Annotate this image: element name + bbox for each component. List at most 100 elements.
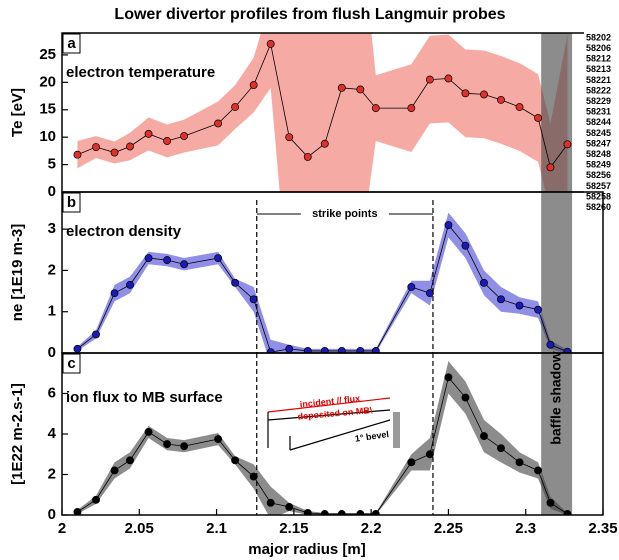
y-tick-label: 10 xyxy=(39,128,56,145)
data-point xyxy=(144,129,153,138)
shot-list-bg xyxy=(584,31,619,221)
shot-number: 58221 xyxy=(586,75,611,85)
data-point xyxy=(214,435,223,444)
x-tick-label: 2.15 xyxy=(279,520,308,537)
data-point xyxy=(546,163,555,172)
y-axis-label: Te [eV] xyxy=(9,88,26,137)
data-point xyxy=(497,444,505,453)
data-point xyxy=(73,344,82,353)
data-point xyxy=(371,510,380,515)
error-band xyxy=(77,361,568,515)
y-tick-label: 0 xyxy=(48,183,56,200)
data-point xyxy=(337,83,346,92)
shot-number: 58206 xyxy=(586,43,611,53)
annotation: strike points xyxy=(312,208,377,220)
y-tick-label: 4 xyxy=(48,425,57,442)
shot-number: 58212 xyxy=(586,54,611,64)
baffle-shadow xyxy=(541,353,573,515)
sketch-line xyxy=(267,409,391,421)
panel-label: ion flux to MB surface xyxy=(66,389,223,406)
data-point xyxy=(356,510,365,515)
data-point xyxy=(563,510,572,515)
y-tick-label: 2 xyxy=(48,261,56,278)
shot-number: 58248 xyxy=(586,149,611,159)
data-point xyxy=(144,428,153,436)
data-point xyxy=(126,142,134,151)
data-point xyxy=(110,148,119,157)
data-point xyxy=(126,280,134,289)
sketch-line xyxy=(289,419,391,451)
panel-letter-box xyxy=(62,192,81,213)
y-tick-label: 2 xyxy=(48,465,56,482)
data-point xyxy=(480,278,488,287)
data-point xyxy=(249,81,258,90)
shot-number: 58260 xyxy=(586,202,611,212)
sketch-block xyxy=(393,412,400,448)
chart-title: Lower divertor profiles from flush Langm… xyxy=(114,6,505,23)
shot-number: 58257 xyxy=(586,181,611,191)
data-point xyxy=(337,510,346,515)
data-point xyxy=(73,150,82,159)
plot-area xyxy=(73,353,573,515)
y-tick-label: 15 xyxy=(39,101,56,118)
shot-number: 58231 xyxy=(586,107,611,117)
panel-letter: b xyxy=(67,194,76,211)
data-point xyxy=(303,152,312,161)
data-point xyxy=(92,330,100,339)
y-tick-label: 3 xyxy=(48,220,56,237)
y-tick-label: 6 xyxy=(48,384,56,401)
data-point xyxy=(480,432,488,440)
data-point xyxy=(356,346,365,353)
data-point xyxy=(515,458,524,467)
data-point xyxy=(444,74,453,83)
data-point xyxy=(180,260,189,269)
x-tick-label: 2.35 xyxy=(588,520,617,537)
data-point xyxy=(320,346,329,353)
panel-letter-box xyxy=(62,353,81,374)
data-point xyxy=(163,137,172,145)
data-point xyxy=(285,133,294,142)
data-point xyxy=(425,450,434,459)
data-point xyxy=(461,241,470,250)
x-tick-label: 2.05 xyxy=(125,520,154,537)
x-tick-label: 2.25 xyxy=(434,520,463,537)
panel-letter: c xyxy=(67,355,75,372)
y-axis-label: [1E22 m-2.s-1] xyxy=(9,383,26,485)
data-point xyxy=(444,221,453,229)
y-tick-label: 0 xyxy=(48,506,56,523)
data-point xyxy=(546,498,555,507)
data-point xyxy=(546,340,555,349)
data-point xyxy=(214,119,223,128)
data-point xyxy=(407,104,416,113)
data-point xyxy=(231,103,240,111)
data-point xyxy=(126,456,134,465)
data-point xyxy=(266,498,275,507)
data-point xyxy=(73,508,82,515)
data-point xyxy=(534,466,543,475)
plot-area xyxy=(73,33,573,192)
data-point xyxy=(425,289,434,298)
shot-number: 58244 xyxy=(586,117,611,127)
bevel-sketch xyxy=(267,397,400,451)
data-point xyxy=(461,393,470,402)
data-point xyxy=(92,495,100,504)
data-point xyxy=(144,254,153,263)
data-point xyxy=(407,282,416,291)
x-tick-label: 2 xyxy=(58,520,66,537)
data-point xyxy=(563,347,572,353)
shot-number: 58213 xyxy=(586,64,611,74)
sketch-line xyxy=(267,397,391,413)
data-point xyxy=(497,295,505,304)
shot-number: 58247 xyxy=(586,138,611,148)
data-point xyxy=(303,346,312,353)
data-point xyxy=(371,104,380,113)
y-tick-label: 25 xyxy=(39,46,56,63)
data-point xyxy=(407,458,416,467)
data-point xyxy=(337,346,346,353)
data-point xyxy=(266,40,275,48)
data-point xyxy=(231,456,240,465)
data-point xyxy=(320,510,329,515)
annotation: 1° bevel xyxy=(354,429,389,444)
baffle-shadow xyxy=(541,192,573,353)
